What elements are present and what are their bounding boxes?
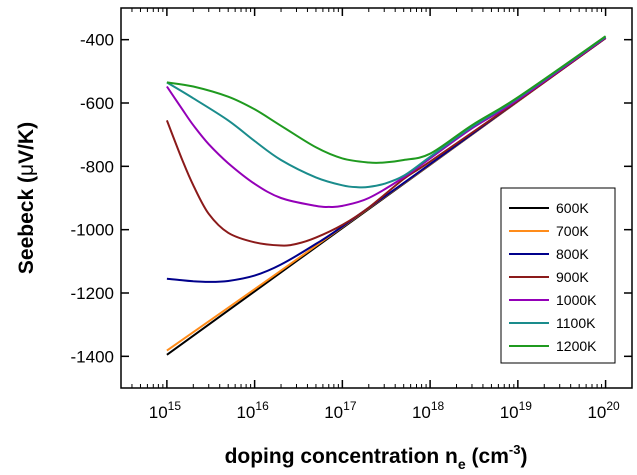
series-line-800k xyxy=(166,37,607,283)
y-tick-label: -400 xyxy=(80,31,114,50)
y-tick-label: -1400 xyxy=(71,347,114,366)
x-tick-label: 1017 xyxy=(324,399,357,422)
x-axis-title-main: doping concentration n xyxy=(225,445,458,468)
x-axis-title-sub: e xyxy=(458,456,466,472)
legend-label-1000k: 1000K xyxy=(556,292,597,308)
y-tick-label: -600 xyxy=(80,94,114,113)
y-axis-title-pre: Seebeck ( xyxy=(15,176,38,274)
legend-label-1200k: 1200K xyxy=(556,338,597,354)
series-line-1000k xyxy=(166,36,607,208)
x-tick-label: 1020 xyxy=(587,399,620,422)
legend-label-700k: 700K xyxy=(556,223,589,239)
legend: 600K 700K 800K 900K 1000K 1100K 1200K xyxy=(500,187,616,364)
y-axis-title: Seebeck (μV/K) xyxy=(15,122,38,274)
x-axis-title-unit-close: ) xyxy=(520,445,527,468)
y-axis-title-symbol: μ xyxy=(15,164,38,176)
x-axis-title-unit-exp: -3 xyxy=(509,442,521,457)
legend-label-600k: 600K xyxy=(556,200,589,216)
series-line-1100k xyxy=(166,35,607,189)
y-tick-label: -1200 xyxy=(71,284,114,303)
x-axis-title-unit-open: (cm xyxy=(466,445,509,468)
labels-layer: 1015 1016 1017 1018 1019 1020 -400 -600 -800 -100… xyxy=(71,31,621,422)
x-tick-label: 1016 xyxy=(236,399,269,422)
legend-label-1100k: 1100K xyxy=(556,315,596,331)
x-tick-label: 1019 xyxy=(500,399,533,422)
series-line-1200k xyxy=(166,35,607,164)
y-tick-label: -1000 xyxy=(71,221,114,240)
ticks-layer xyxy=(120,8,633,388)
x-tick-label: 1015 xyxy=(149,399,182,422)
series-layer xyxy=(165,35,607,356)
legend-box xyxy=(500,187,616,364)
series-line-900k xyxy=(165,37,607,247)
y-tick-label: -800 xyxy=(80,157,114,176)
y-axis-title-post: V/K) xyxy=(15,122,38,164)
legend-label-900k: 900K xyxy=(556,269,589,285)
x-axis-title: doping concentration ne (cm-3) xyxy=(225,442,528,472)
plot-frame xyxy=(120,7,633,389)
legend-label-800k: 800K xyxy=(556,246,589,262)
x-tick-label: 1018 xyxy=(412,399,445,422)
